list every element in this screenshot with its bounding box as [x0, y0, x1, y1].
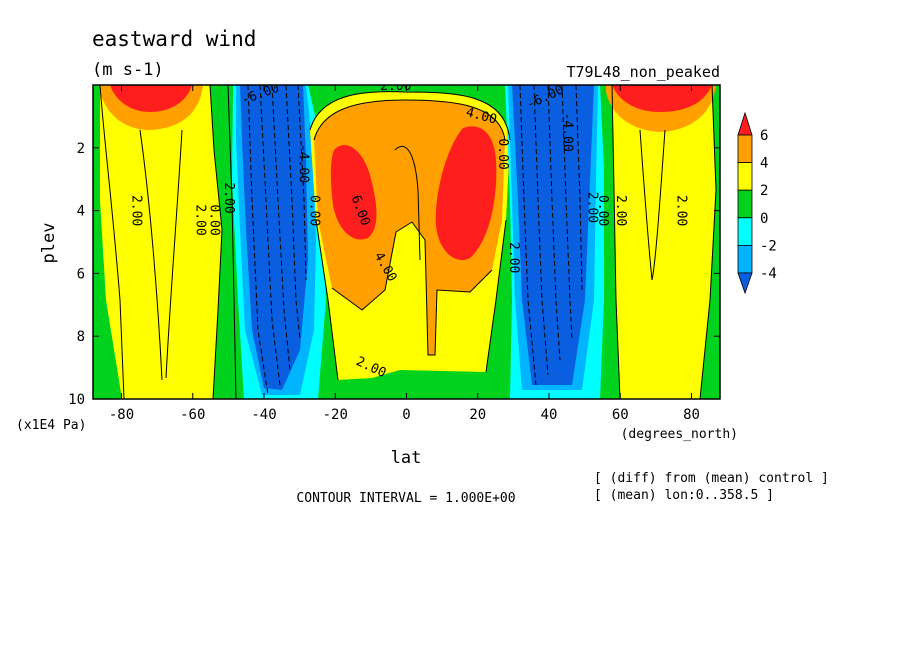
contour-line	[394, 145, 421, 261]
x-tick-label: 60	[612, 407, 629, 423]
contour-line-negative	[533, 85, 549, 376]
contour-label: 0.00	[595, 195, 610, 226]
y-tick-label: 4	[77, 204, 85, 220]
contour-line	[309, 91, 511, 141]
colorbar-label: 4	[760, 156, 768, 172]
x-tick-label: -60	[180, 407, 205, 423]
contour-label: 0.00	[495, 138, 510, 169]
chart-title: eastward wind	[92, 27, 256, 51]
colorbar-bottom-arrow	[737, 272, 753, 295]
contour-line	[313, 99, 506, 141]
field-red-north-polar	[612, 85, 712, 112]
contour-line	[639, 129, 666, 281]
contour-line	[611, 85, 621, 399]
contour-line-negative	[259, 85, 281, 386]
y-axis: 2 4 6 8 10	[68, 141, 720, 408]
contour-line	[485, 219, 507, 373]
contour-line-negative	[271, 85, 291, 371]
contour-label: -4.00	[296, 144, 311, 183]
contour-label: 0.00	[207, 204, 222, 235]
colorbar: 6 4 2 0 -2 -4	[737, 111, 777, 295]
x-tick-label: 40	[541, 407, 558, 423]
contour-interval-text: CONTOUR INTERVAL = 1.000E+00	[296, 491, 515, 506]
contour-label: 2.00	[221, 182, 236, 213]
x-tick-label: 20	[469, 407, 486, 423]
colorbar-label: 6	[760, 128, 768, 144]
chart-units: (m s-1)	[92, 60, 164, 80]
contour-label: -4.00	[559, 113, 574, 152]
contour-line-negative	[575, 85, 583, 291]
field-blue-north	[512, 85, 594, 385]
field-yellow-north-polar	[612, 85, 716, 399]
contour-lines	[99, 85, 717, 399]
colorbar-band	[737, 244, 753, 274]
contour-label: 0.00	[306, 195, 321, 226]
contour-label: 2.00	[673, 195, 688, 226]
note-line-1: [ (diff) from (mean) control ]	[594, 471, 829, 486]
contour-line-negative	[519, 85, 537, 386]
contour-line	[165, 129, 183, 379]
contour-line-negative	[547, 85, 561, 361]
y-tick-label: 8	[77, 329, 85, 345]
contour-line	[99, 85, 125, 399]
contour-line	[139, 129, 163, 381]
contour-line	[699, 85, 717, 399]
contour-line	[315, 219, 339, 381]
y-tick-label: 10	[68, 392, 85, 408]
contour-line	[227, 85, 237, 399]
x-axis-units: (degrees_north)	[621, 427, 738, 442]
colorbar-band	[737, 217, 753, 246]
x-tick-label: 0	[402, 407, 410, 423]
y-tick-label: 6	[77, 266, 85, 282]
x-tick-label: -20	[323, 407, 348, 423]
field-red-south-polar	[110, 85, 192, 112]
note-line-2: [ (mean) lon:0..358.5 ]	[594, 488, 774, 503]
contour-line-negative	[561, 85, 573, 341]
contour-line-negative	[247, 85, 269, 396]
colorbar-label: -2	[760, 238, 777, 254]
colorbar-top-arrow	[737, 111, 753, 136]
contour-label: 2.00	[506, 242, 521, 273]
contour-line-negative	[297, 85, 307, 281]
colorbar-label: 2	[760, 183, 768, 199]
contour-label: 2.00	[613, 195, 628, 226]
contour-line-negative	[285, 85, 301, 341]
colorbar-label: 0	[760, 211, 768, 227]
contour-label: 2.00	[192, 204, 207, 235]
y-tick-label: 2	[77, 141, 85, 157]
contour-line	[331, 221, 493, 356]
field-yellow-south-polar	[100, 85, 222, 399]
contour-line	[209, 85, 223, 399]
field-red-nh-jet	[435, 126, 497, 261]
y-axis-label: plev	[39, 223, 59, 264]
colorbar-band	[737, 162, 753, 191]
x-axis: -80 -60 -40 -20 0 20 40 60 80	[109, 85, 700, 423]
contour-label: 2.00	[380, 79, 411, 94]
field-red-sh-jet	[330, 144, 377, 240]
contour-label: 2.00	[128, 195, 143, 226]
run-label: T79L48_non_peaked	[566, 63, 720, 81]
contour-field: 2.00 2.00 0.002.00-6.00-4.000.00 6.004.002.…	[93, 79, 720, 399]
contour-label: 2.00	[584, 192, 599, 223]
x-tick-label: 80	[683, 407, 700, 423]
negative-contour-lines	[247, 85, 583, 396]
x-axis-label: lat	[391, 448, 422, 468]
x-tick-label: -80	[109, 407, 134, 423]
colorbar-label: -4	[760, 266, 777, 282]
contour-labels: 2.00 2.00 0.002.00-6.00-4.000.00 6.004.002.…	[128, 79, 688, 381]
colorbar-band	[737, 134, 753, 164]
y-axis-units: (x1E4 Pa)	[16, 418, 86, 433]
x-tick-label: -40	[251, 407, 276, 423]
colorbar-band	[737, 189, 753, 219]
